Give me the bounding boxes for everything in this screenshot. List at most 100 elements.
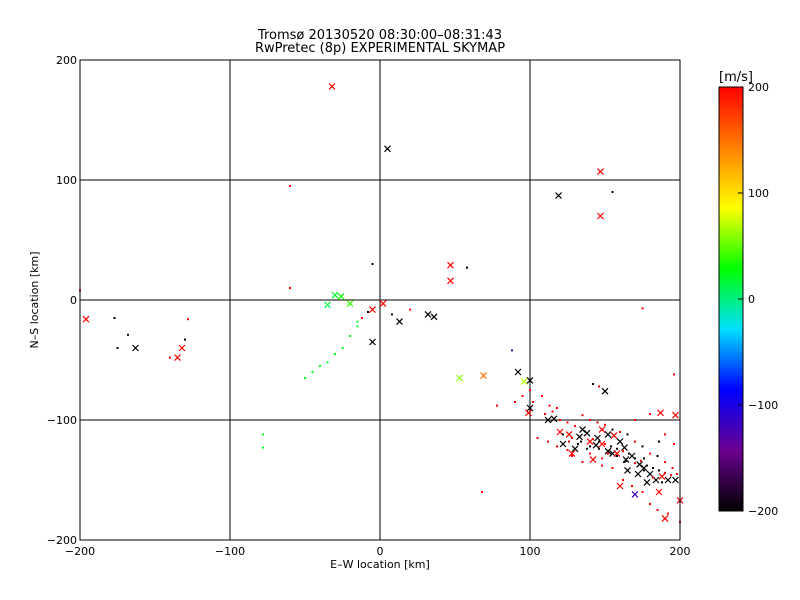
data-point-dot: [562, 433, 564, 436]
data-point-x: [658, 472, 666, 480]
data-point-dot: [623, 461, 626, 463]
data-point-dot: [628, 452, 630, 455]
data-point-dot: [646, 464, 648, 467]
data-point-dot: [496, 404, 498, 407]
data-point-dot: [664, 461, 666, 463]
data-point-dot: [598, 440, 600, 443]
data-point-dot: [356, 320, 359, 323]
data-point-dot: [356, 325, 359, 328]
data-point-dot: [574, 425, 576, 427]
data-point-dot: [658, 469, 660, 472]
data-point-x: [369, 338, 376, 346]
data-point-x: [337, 292, 345, 300]
data-point-x: [601, 387, 609, 395]
data-point-dot: [671, 467, 674, 469]
data-point-x: [456, 374, 463, 382]
y-tick-label: 200: [56, 54, 77, 67]
data-point-dot: [634, 419, 636, 421]
data-point-dot: [649, 413, 651, 415]
data-point-dot: [616, 447, 618, 450]
x-tick-label: −100: [215, 545, 245, 558]
data-point-x: [592, 441, 600, 449]
data-point-dot: [649, 503, 651, 505]
x-axis-label: E–W location [km]: [330, 558, 430, 571]
data-point-dot: [580, 440, 582, 443]
data-point-dot: [641, 491, 644, 493]
data-point-x: [520, 378, 528, 386]
data-point-dot: [547, 440, 549, 443]
data-point-x: [324, 301, 331, 309]
data-point-dot: [610, 445, 612, 448]
data-point-dot: [641, 445, 644, 448]
data-point-x: [132, 344, 139, 352]
data-point-dot: [184, 338, 186, 341]
data-point-x: [396, 318, 403, 326]
data-point-dot: [319, 365, 321, 367]
data-point-dot: [367, 311, 369, 313]
data-point-dot: [551, 410, 554, 413]
data-point-x: [631, 490, 639, 498]
data-point-dot: [571, 437, 573, 439]
data-point-dot: [289, 287, 291, 289]
data-point-x: [576, 433, 583, 441]
data-point-dot: [643, 457, 645, 460]
data-point-x: [559, 440, 567, 448]
data-point-dot: [262, 446, 264, 449]
data-point-dot: [391, 313, 393, 316]
data-point-dot: [631, 485, 633, 487]
data-point-x: [604, 430, 612, 438]
data-point-x: [604, 447, 612, 455]
data-point-dot: [311, 371, 314, 373]
data-point-x: [636, 460, 643, 468]
data-point-x: [346, 300, 354, 308]
data-point-x: [613, 450, 621, 458]
data-point-dot: [586, 447, 588, 450]
data-point-dot: [664, 433, 666, 436]
data-point-x: [568, 450, 576, 458]
data-point-x: [616, 482, 624, 490]
data-point-x: [379, 300, 387, 308]
data-point-dot: [566, 421, 569, 424]
data-point-dot: [481, 491, 483, 493]
data-point-dot: [649, 452, 651, 455]
data-point-dot: [361, 317, 363, 319]
data-point-x: [616, 438, 624, 446]
data-point-x: [598, 426, 606, 434]
data-point-dot: [634, 457, 636, 460]
data-point-x: [610, 432, 618, 440]
data-point-dot: [598, 385, 600, 388]
y-tick-label: 100: [56, 174, 77, 187]
data-point-dot: [658, 440, 660, 443]
data-point-dot: [581, 461, 584, 463]
data-point-dot: [113, 317, 116, 319]
data-point-dot: [611, 428, 614, 431]
data-point-dot: [604, 423, 606, 426]
data-point-dot: [581, 414, 584, 417]
data-point-dot: [589, 445, 591, 448]
data-point-dot: [556, 445, 558, 448]
colorbar-tick-label: 200: [748, 81, 769, 94]
data-point-x: [579, 426, 586, 434]
data-point-dot: [566, 449, 569, 451]
data-point-x: [331, 291, 339, 299]
data-point-dot: [536, 437, 539, 439]
data-point-dot: [349, 335, 351, 337]
data-point-dot: [596, 421, 599, 424]
y-tick-label: 0: [70, 294, 77, 307]
data-point-dot: [169, 356, 171, 359]
x-tick-label: 200: [670, 545, 691, 558]
data-point-dot: [262, 433, 264, 436]
data-point-x: [369, 306, 376, 314]
data-point-dot: [676, 473, 678, 475]
data-point-dot: [664, 471, 666, 474]
data-point-x: [384, 145, 391, 153]
data-point-dot: [589, 419, 591, 421]
data-point-x: [589, 456, 597, 464]
data-point-dot: [127, 333, 129, 336]
data-point-dot: [673, 373, 675, 376]
data-point-dot: [532, 401, 534, 403]
data-point-x: [594, 434, 601, 442]
data-point-dot: [544, 413, 546, 415]
data-point-dot: [598, 447, 600, 450]
data-point-x: [555, 192, 562, 200]
